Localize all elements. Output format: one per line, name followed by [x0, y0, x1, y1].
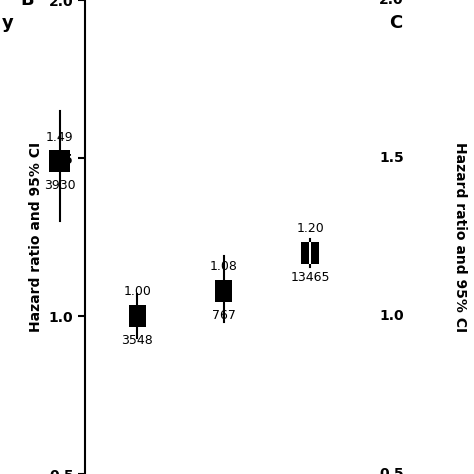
Text: 1.00: 1.00 — [123, 285, 151, 298]
Text: 1.08: 1.08 — [210, 260, 237, 273]
Text: 3930: 3930 — [44, 179, 75, 191]
Text: 2.0: 2.0 — [379, 0, 404, 7]
Text: 3548: 3548 — [121, 334, 153, 347]
Text: B: B — [21, 0, 34, 9]
Text: 1.49: 1.49 — [46, 131, 73, 144]
Y-axis label: Hazard ratio and 95% CI: Hazard ratio and 95% CI — [29, 142, 43, 332]
Text: y: y — [2, 14, 13, 32]
Text: 1.0: 1.0 — [379, 309, 404, 323]
Text: 1.20: 1.20 — [296, 222, 324, 235]
Text: 1.5: 1.5 — [379, 151, 404, 165]
Text: 13465: 13465 — [290, 271, 330, 284]
FancyBboxPatch shape — [215, 280, 232, 302]
FancyBboxPatch shape — [49, 150, 70, 172]
FancyBboxPatch shape — [128, 305, 146, 327]
Text: Hazard ratio and 95% CI: Hazard ratio and 95% CI — [453, 142, 467, 332]
Text: 767: 767 — [212, 309, 236, 322]
Text: C: C — [389, 14, 402, 32]
FancyBboxPatch shape — [301, 242, 319, 264]
Text: 0.5: 0.5 — [379, 467, 404, 474]
FancyBboxPatch shape — [309, 242, 311, 264]
